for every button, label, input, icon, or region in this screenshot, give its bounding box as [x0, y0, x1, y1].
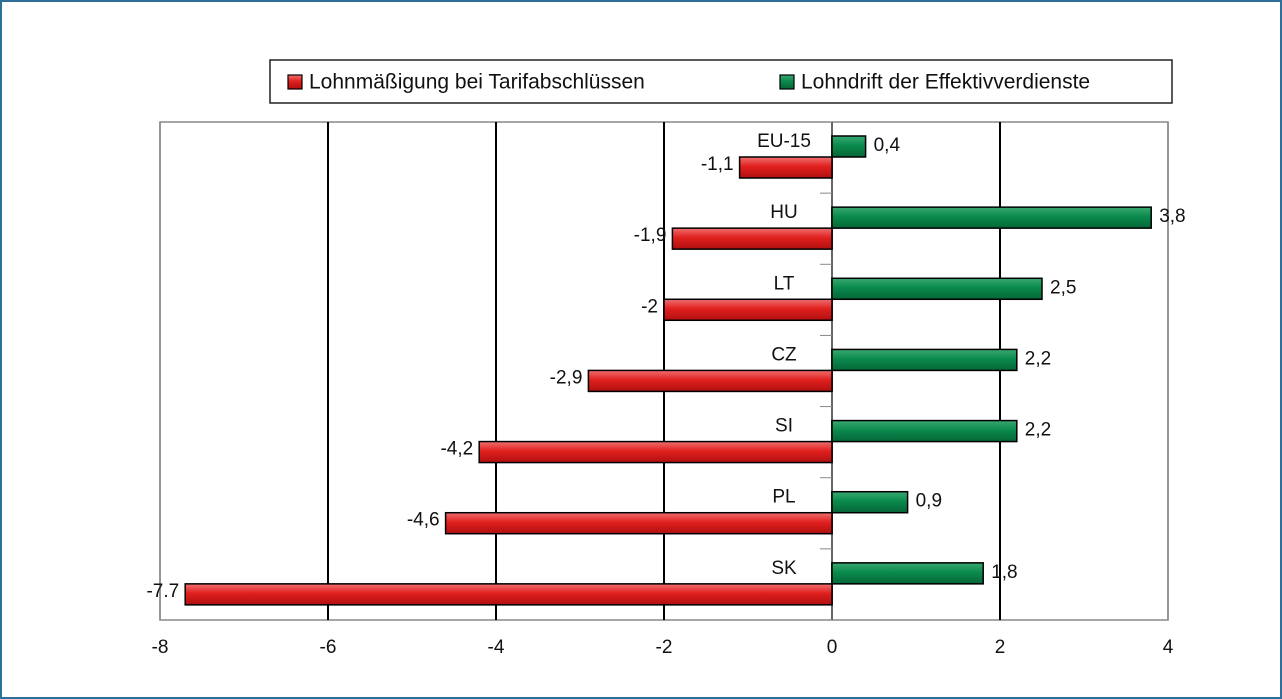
bar — [478, 440, 833, 464]
category-label: EU-15 — [757, 131, 811, 152]
bar — [831, 419, 1018, 443]
bar — [831, 562, 984, 585]
legend-swatch — [779, 74, 795, 90]
bar — [831, 277, 1043, 301]
legend-swatch — [287, 74, 303, 90]
category-label: LT — [774, 273, 795, 294]
bar — [671, 227, 833, 250]
data-label: 3,8 — [1159, 206, 1185, 227]
category-label: SK — [771, 558, 797, 579]
bar — [184, 583, 833, 606]
data-label: 2,2 — [1025, 348, 1051, 369]
x-tick-label: -8 — [152, 637, 169, 658]
category-label: SI — [775, 416, 793, 437]
bar — [663, 298, 833, 322]
bar — [831, 490, 909, 514]
x-tick-label: 2 — [995, 637, 1006, 658]
bar — [831, 206, 1152, 229]
data-label: -1,1 — [701, 154, 734, 175]
legend — [269, 59, 1173, 104]
legend-label: Lohndrift der Effektivverdienste — [801, 71, 1090, 94]
bar — [738, 156, 833, 179]
x-tick-label: 0 — [827, 637, 838, 658]
bar — [831, 348, 1018, 372]
data-label: -7.7 — [146, 581, 179, 602]
x-tick-label: -2 — [656, 637, 673, 658]
data-label: 0,4 — [874, 135, 901, 156]
category-label: PL — [772, 487, 795, 508]
category-label: CZ — [771, 344, 797, 365]
x-tick-label: -6 — [320, 637, 337, 658]
bar — [831, 135, 867, 158]
data-label: 0,9 — [916, 491, 942, 512]
data-label: -2 — [641, 296, 658, 317]
bar — [587, 369, 833, 393]
data-label: 2,2 — [1025, 420, 1051, 441]
category-label: HU — [770, 202, 797, 223]
bar — [444, 511, 833, 535]
data-label: 1,8 — [991, 562, 1017, 583]
legend-label: Lohnmäßigung bei Tarifabschlüssen — [309, 71, 645, 94]
data-label: -2,9 — [550, 367, 583, 388]
data-label: 2,5 — [1050, 277, 1076, 298]
data-label: -4,2 — [440, 439, 473, 460]
data-label: -4,6 — [407, 510, 440, 531]
data-label: -1,9 — [634, 225, 667, 246]
x-tick-label: -4 — [488, 637, 505, 658]
x-tick-label: 4 — [1163, 637, 1174, 658]
